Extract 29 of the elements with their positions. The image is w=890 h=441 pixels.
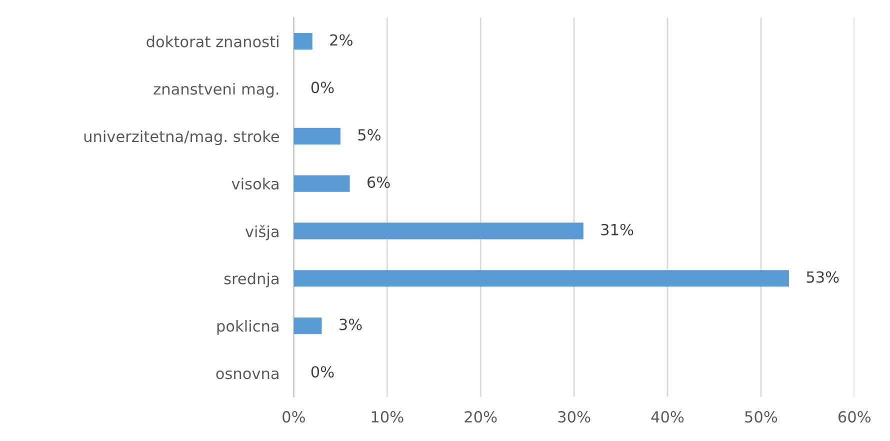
y-tick-label: višja xyxy=(245,224,278,240)
y-tick-label: doktorat znanosti xyxy=(146,36,278,48)
data-label: 6% xyxy=(368,176,390,188)
x-tick-label: 20% xyxy=(464,411,497,423)
data-label: 31% xyxy=(601,224,634,236)
bar xyxy=(294,128,340,144)
y-tick-label: osnovna xyxy=(216,370,278,380)
bar xyxy=(294,222,584,240)
bar xyxy=(294,270,789,287)
y-tick-label: srednja xyxy=(224,272,278,288)
x-tick-label: 10% xyxy=(372,411,404,423)
data-label: 5% xyxy=(358,129,380,141)
bar xyxy=(294,33,312,50)
data-label: 3% xyxy=(340,318,362,330)
y-tick-label: znanstveni mag. xyxy=(154,82,278,98)
x-tick-label: 40% xyxy=(651,411,684,423)
data-label: 53% xyxy=(806,271,839,283)
x-tick-label: 50% xyxy=(745,411,778,423)
x-tick-label: 60% xyxy=(838,411,871,423)
y-tick-label: visoka xyxy=(232,178,278,190)
x-tick-label: 30% xyxy=(558,411,590,423)
bar xyxy=(294,317,322,334)
y-tick-label: poklicna xyxy=(217,320,278,335)
data-label: 2% xyxy=(330,34,352,46)
x-tick-label: 0% xyxy=(282,411,305,423)
bar xyxy=(294,175,350,192)
data-label: 0% xyxy=(311,82,334,94)
data-label: 0% xyxy=(311,366,334,378)
y-tick-label: univerzitetna/mag. stroke xyxy=(84,130,280,146)
